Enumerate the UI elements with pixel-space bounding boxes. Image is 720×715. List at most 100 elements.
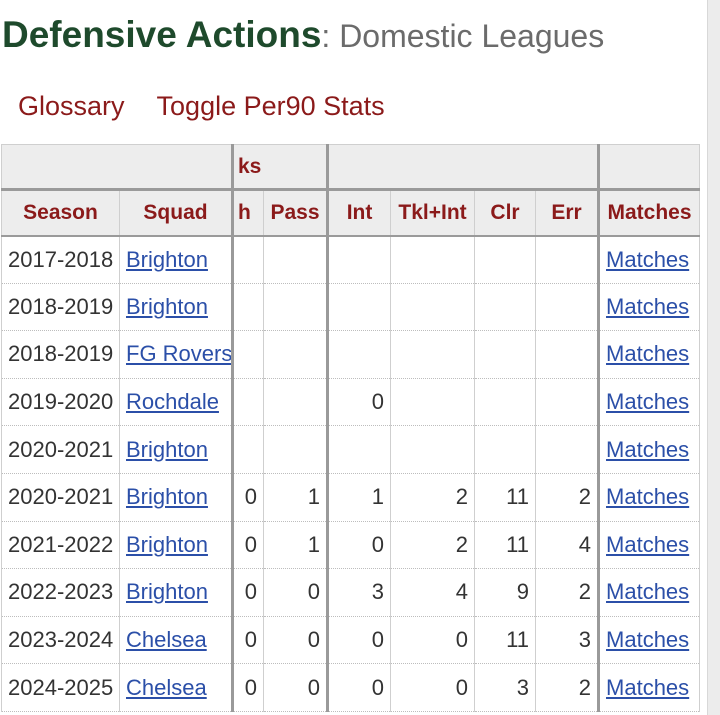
tklint-cell (390, 282, 476, 332)
col-header-err[interactable]: Err (535, 189, 601, 237)
matches-link[interactable]: Matches (606, 484, 690, 510)
season-cell: 2021-2022 (1, 520, 120, 570)
matches-link[interactable]: Matches (606, 389, 690, 415)
season-cell: 2020-2021 (1, 425, 120, 474)
h-cell (231, 377, 264, 427)
table-row: 2017-2018 Brighton Matches (1, 235, 701, 284)
int-cell: 3 (327, 568, 392, 617)
squad-cell: Chelsea (119, 663, 233, 712)
matches-cell: Matches (598, 282, 701, 332)
pass-cell (262, 330, 330, 379)
int-cell (327, 282, 392, 332)
column-header-row: Season Squad h Pass Int Tkl+Int Clr Err … (1, 189, 701, 237)
matches-cell: Matches (598, 425, 701, 474)
over-header-blocks: ks (230, 144, 330, 191)
clr-cell (474, 425, 537, 474)
col-header-int[interactable]: Int (327, 189, 392, 237)
table-row: 2022-2023 Brighton 0 0 3 4 9 2 Matches (1, 568, 701, 617)
squad-cell: Brighton (119, 282, 233, 332)
squad-cell: Brighton (119, 425, 233, 474)
err-cell: 4 (535, 520, 601, 570)
clr-cell: 3 (474, 663, 537, 712)
err-cell (535, 235, 601, 284)
matches-cell: Matches (598, 520, 701, 570)
table-row: 2019-2020 Rochdale 0 Matches (1, 377, 701, 427)
squad-link[interactable]: Brighton (126, 484, 208, 510)
err-cell: 2 (535, 472, 601, 522)
squad-link[interactable]: Rochdale (126, 389, 219, 415)
matches-link[interactable]: Matches (606, 627, 690, 653)
table-row: 2023-2024 Chelsea 0 0 0 0 11 3 Matches (1, 615, 701, 665)
squad-cell: Brighton (119, 472, 233, 522)
title-subtitle: : Domestic Leagues (321, 18, 605, 54)
matches-cell: Matches (598, 377, 701, 427)
matches-link[interactable]: Matches (606, 579, 690, 605)
season-cell: 2023-2024 (1, 615, 120, 665)
int-cell: 0 (327, 520, 392, 570)
col-header-matches[interactable]: Matches (598, 189, 701, 237)
pass-cell: 0 (262, 615, 330, 665)
col-header-squad[interactable]: Squad (119, 189, 233, 237)
err-cell: 2 (535, 663, 601, 712)
squad-link[interactable]: Brighton (126, 246, 208, 272)
int-cell (327, 425, 392, 474)
season-cell: 2019-2020 (1, 377, 120, 427)
table-row: 2018-2019 FG Rovers Matches (1, 330, 701, 379)
tklint-cell (390, 330, 476, 379)
squad-link[interactable]: Brighton (126, 579, 208, 605)
int-cell (327, 235, 392, 284)
col-header-pass[interactable]: Pass (262, 189, 330, 237)
clr-cell: 9 (474, 568, 537, 617)
matches-link[interactable]: Matches (606, 531, 690, 557)
table-row: 2018-2019 Brighton Matches (1, 282, 701, 332)
squad-link[interactable]: Brighton (126, 531, 208, 557)
season-cell: 2018-2019 (1, 330, 120, 379)
err-cell (535, 330, 601, 379)
section-links: Glossary Toggle Per90 Stats (18, 91, 385, 122)
squad-link[interactable]: Brighton (126, 293, 208, 319)
col-header-h[interactable]: h (231, 189, 264, 237)
clr-cell (474, 282, 537, 332)
table-row: 2024-2025 Chelsea 0 0 0 0 3 2 Matches (1, 663, 701, 712)
matches-link[interactable]: Matches (606, 293, 690, 319)
h-cell (231, 330, 264, 379)
matches-cell: Matches (598, 235, 701, 284)
int-cell: 0 (327, 615, 392, 665)
col-header-season[interactable]: Season (1, 189, 120, 237)
season-cell: 2022-2023 (1, 568, 120, 617)
clr-cell (474, 377, 537, 427)
over-header-blank-2 (327, 144, 601, 191)
squad-cell: Brighton (119, 520, 233, 570)
tklint-cell: 2 (390, 520, 476, 570)
int-cell: 0 (327, 377, 392, 427)
toggle-per90-link[interactable]: Toggle Per90 Stats (156, 91, 385, 121)
err-cell (535, 377, 601, 427)
h-cell (231, 425, 264, 474)
squad-link[interactable]: Brighton (126, 436, 208, 462)
over-header-row: ks (1, 144, 701, 191)
pass-cell: 0 (262, 663, 330, 712)
squad-link[interactable]: Chelsea (126, 674, 207, 700)
matches-cell: Matches (598, 568, 701, 617)
tklint-cell (390, 425, 476, 474)
matches-link[interactable]: Matches (606, 246, 690, 272)
table-row: 2021-2022 Brighton 0 1 0 2 11 4 Matches (1, 520, 701, 570)
squad-cell: Brighton (119, 568, 233, 617)
matches-link[interactable]: Matches (606, 436, 690, 462)
matches-link[interactable]: Matches (606, 674, 690, 700)
pass-cell (262, 282, 330, 332)
h-cell (231, 282, 264, 332)
squad-link[interactable]: FG Rovers (126, 341, 233, 367)
matches-link[interactable]: Matches (606, 341, 690, 367)
tklint-cell: 0 (390, 615, 476, 665)
season-cell: 2018-2019 (1, 282, 120, 332)
col-header-tklint[interactable]: Tkl+Int (390, 189, 476, 237)
glossary-link[interactable]: Glossary (18, 91, 125, 121)
col-header-clr[interactable]: Clr (474, 189, 537, 237)
clr-cell (474, 235, 537, 284)
clr-cell: 11 (474, 615, 537, 665)
squad-cell: Brighton (119, 235, 233, 284)
squad-link[interactable]: Chelsea (126, 627, 207, 653)
h-cell: 0 (231, 663, 264, 712)
